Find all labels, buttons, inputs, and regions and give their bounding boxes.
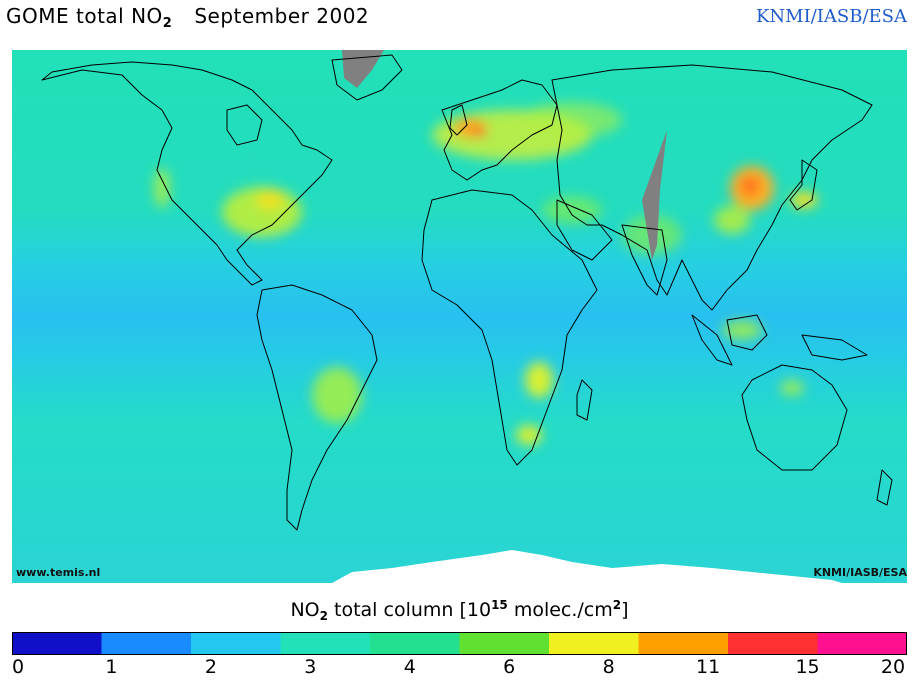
colorbar-tick-label: 20 bbox=[880, 656, 906, 678]
missing-data-tibet bbox=[642, 130, 667, 260]
coast-new-guinea bbox=[801, 334, 868, 361]
no2-world-map bbox=[12, 50, 907, 583]
coast-hudson-bay bbox=[226, 104, 263, 146]
colorbar-segment bbox=[638, 632, 729, 655]
coast-south-america bbox=[256, 284, 378, 531]
hotspot-australia bbox=[780, 380, 804, 396]
colorbar bbox=[12, 632, 907, 655]
cbar-label-prefix: NO bbox=[290, 599, 320, 621]
colorbar-tick-label: 0 bbox=[11, 656, 25, 678]
colorbar-tick-label: 2 bbox=[204, 656, 217, 678]
colorbar-tick-label: 6 bbox=[503, 656, 516, 678]
colorbar-segment bbox=[191, 632, 281, 655]
hotspot-central-africa bbox=[525, 362, 553, 398]
title-prefix: GOME total NO bbox=[6, 4, 163, 28]
cbar-label-sup2: 2 bbox=[612, 598, 622, 612]
hotspot-great-lakes bbox=[256, 190, 284, 210]
colorbar-tick-label: 3 bbox=[304, 656, 317, 678]
coast-arabia bbox=[556, 199, 613, 261]
colorbar-tick-label: 1 bbox=[105, 656, 118, 678]
cbar-label-sub: 2 bbox=[319, 609, 328, 623]
colorbar-title: NO2 total column [1015 molec./cm2] bbox=[0, 598, 919, 623]
cbar-label-sup1: 15 bbox=[491, 598, 508, 612]
missing-data bbox=[342, 50, 667, 260]
no2-hotspots bbox=[154, 102, 818, 445]
hotspot-middle-east bbox=[542, 196, 602, 224]
coast-uk bbox=[449, 104, 468, 136]
hotspot-indonesia bbox=[722, 320, 762, 340]
colorbar-segment bbox=[728, 632, 818, 655]
missing-data-greenland bbox=[342, 50, 384, 88]
title-subscript: 2 bbox=[162, 16, 173, 31]
cbar-label-middle2: molec./cm bbox=[507, 599, 613, 621]
coast-madagascar bbox=[576, 379, 593, 421]
hotspot-california bbox=[154, 168, 170, 208]
title-date: September 2002 bbox=[194, 4, 370, 28]
colorbar-segment bbox=[12, 632, 102, 655]
coast-sumatra bbox=[691, 314, 733, 366]
coast-india bbox=[621, 224, 668, 296]
colorbar-tick-label: 15 bbox=[795, 656, 820, 678]
source-label: www.temis.nl bbox=[16, 566, 101, 579]
colorbar-segment bbox=[459, 632, 550, 655]
colorbar-segment bbox=[101, 632, 192, 655]
no-data-antarctica bbox=[332, 550, 842, 583]
cbar-label-middle: total column [10 bbox=[327, 599, 492, 621]
colorbar-segment bbox=[817, 632, 907, 655]
coastlines bbox=[41, 54, 893, 531]
map-credit-label: KNMI/IASB/ESA bbox=[813, 566, 907, 579]
colorbar-tick-label: 11 bbox=[696, 656, 721, 678]
coast-europe bbox=[441, 79, 558, 181]
colorbar-tick-label: 4 bbox=[403, 656, 416, 678]
colorbar-tick-label: 8 bbox=[602, 656, 615, 678]
coast-australia bbox=[741, 364, 848, 471]
colorbar-segment bbox=[280, 632, 371, 655]
hotspot-japan bbox=[790, 192, 818, 208]
colorbar-segment bbox=[370, 632, 460, 655]
coast-asia bbox=[551, 64, 873, 311]
hotspot-russia bbox=[522, 102, 622, 138]
header-credit: KNMI/IASB/ESA bbox=[755, 6, 907, 27]
coast-greenland bbox=[331, 54, 403, 101]
coast-africa bbox=[421, 189, 598, 466]
coast-borneo bbox=[726, 314, 768, 351]
cbar-label-suffix: ] bbox=[621, 599, 629, 621]
hotspot-east-china-core bbox=[740, 176, 760, 196]
coast-new-zealand bbox=[876, 469, 893, 506]
hotspot-south-america bbox=[312, 367, 362, 423]
hotspot-south-china bbox=[714, 206, 750, 234]
coast-north-america bbox=[41, 61, 333, 286]
map-title: GOME total NO2 September 2002 bbox=[6, 4, 369, 31]
hotspot-ruhr bbox=[474, 127, 486, 137]
coast-japan bbox=[789, 159, 818, 211]
colorbar-segment bbox=[549, 632, 639, 655]
